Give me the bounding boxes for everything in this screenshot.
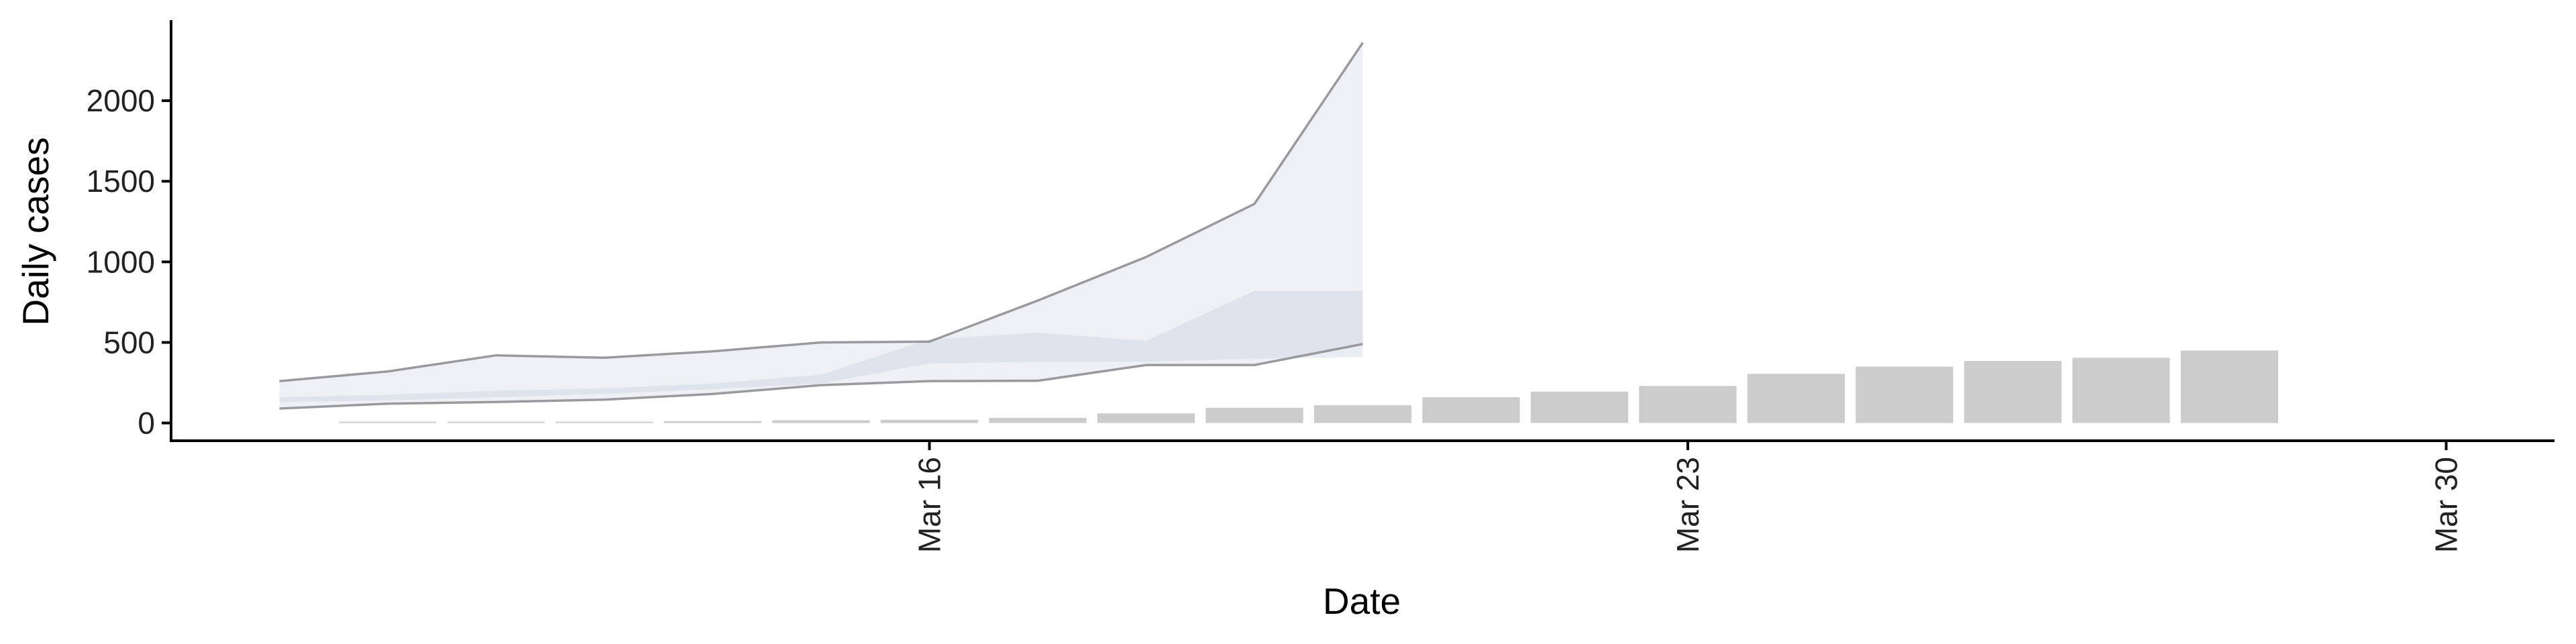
y-tick-label: 1000 bbox=[87, 244, 155, 279]
x-tick-label: Mar 16 bbox=[912, 457, 947, 553]
y-ticks: 0 500 1000 1500 2000 bbox=[87, 83, 171, 441]
bar bbox=[1205, 407, 1303, 423]
bar bbox=[1097, 413, 1195, 423]
bar bbox=[339, 421, 437, 423]
bar bbox=[772, 420, 870, 423]
x-ticks: Mar 16 Mar 23 Mar 30 bbox=[912, 441, 2464, 553]
bar bbox=[1313, 405, 1412, 423]
bar bbox=[1964, 361, 2062, 423]
x-tick-label: Mar 23 bbox=[1670, 457, 1705, 553]
band-lower-line bbox=[279, 343, 1363, 410]
bar bbox=[1856, 366, 1953, 423]
bar bbox=[2180, 350, 2279, 423]
bar bbox=[663, 421, 762, 423]
band-upper-line bbox=[279, 42, 1364, 382]
bar bbox=[555, 421, 653, 423]
axes bbox=[170, 20, 2555, 442]
bar bbox=[1639, 386, 1737, 423]
bar bbox=[447, 421, 545, 423]
forecast-lines bbox=[279, 42, 1364, 410]
inner-band bbox=[279, 290, 1363, 402]
outer-band bbox=[279, 42, 1363, 409]
bar bbox=[1747, 374, 1845, 423]
bar bbox=[1530, 391, 1629, 423]
bar bbox=[1422, 397, 1520, 423]
y-tick-label: 500 bbox=[103, 325, 155, 360]
prediction-band bbox=[279, 42, 1363, 409]
bar bbox=[2072, 358, 2170, 423]
bar bbox=[880, 419, 979, 423]
y-tick-label: 1500 bbox=[87, 164, 155, 199]
y-tick-label: 2000 bbox=[87, 83, 155, 118]
bar bbox=[989, 417, 1087, 423]
x-axis-title: Date bbox=[1323, 580, 1401, 622]
forecast-bands bbox=[279, 42, 1363, 409]
daily-case-bars bbox=[339, 350, 2279, 423]
y-axis-title: Daily cases bbox=[15, 137, 56, 325]
x-tick-label: Mar 30 bbox=[2429, 457, 2464, 553]
y-tick-label: 0 bbox=[138, 406, 155, 441]
